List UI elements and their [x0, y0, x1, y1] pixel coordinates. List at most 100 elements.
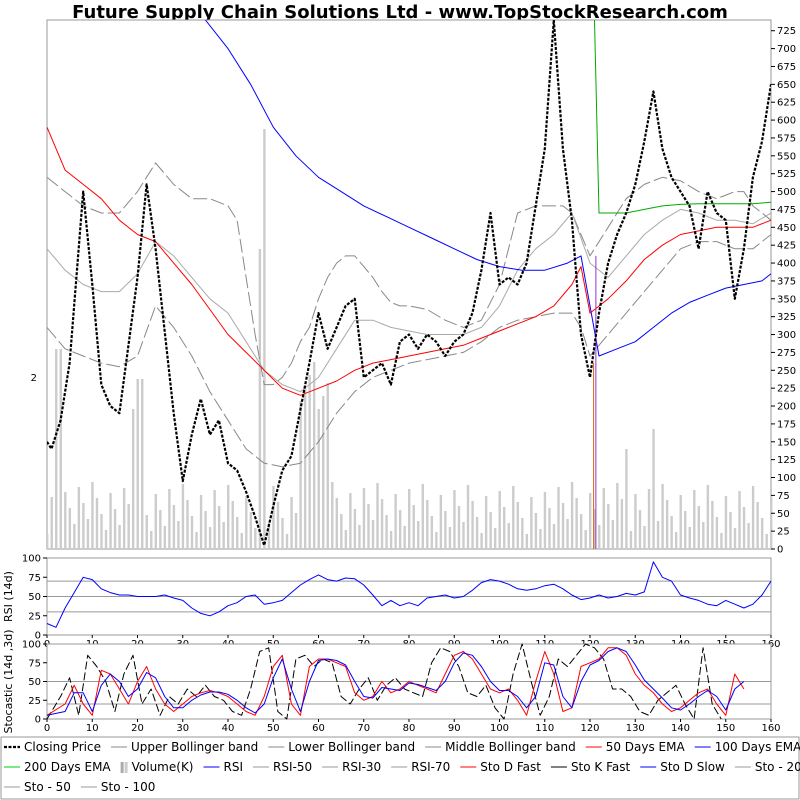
volume-bar	[389, 531, 393, 549]
price-y-tick-label: 200	[777, 402, 796, 413]
volume-bar	[697, 506, 700, 549]
legend-label: Closing Price	[24, 740, 101, 754]
volume-bar	[231, 501, 234, 549]
volume-bar	[353, 509, 357, 549]
volume-bar	[539, 529, 542, 549]
stochastic-y-tick-label: 75	[28, 658, 41, 669]
volume-bar	[312, 362, 316, 549]
volume-bar	[340, 514, 343, 549]
x-tick-label: 40	[222, 723, 235, 734]
volume-bar	[661, 484, 664, 549]
volume-bar	[412, 505, 415, 549]
volume-bar	[552, 524, 556, 549]
price-y-tick-label: 25	[777, 527, 790, 538]
stochastic-y-tick-label: 100	[22, 640, 41, 651]
volume-bar	[765, 534, 768, 549]
volume-bar	[770, 497, 773, 549]
volume-bar	[236, 517, 239, 549]
sto-d-fast-line	[46, 647, 745, 716]
volume-bar	[177, 521, 180, 549]
volume-bar	[385, 515, 388, 549]
volume-bar	[733, 528, 737, 549]
volume-bar	[267, 523, 271, 549]
price-y-tick-label: 625	[777, 98, 796, 109]
volume-bar	[457, 506, 461, 549]
x-tick-label: 150	[716, 723, 735, 734]
legend-label: Sto K Fast	[571, 760, 631, 774]
volume-bar	[109, 493, 112, 549]
price-y-tick-label: 525	[777, 169, 796, 180]
volume-bar	[299, 401, 302, 549]
price-y-tick-label: 475	[777, 205, 796, 216]
price-y-tick-label: 375	[777, 276, 796, 287]
volume-bar	[281, 518, 284, 549]
volume-bar	[331, 482, 334, 549]
volume-bar	[122, 488, 126, 549]
volume-bar	[46, 534, 49, 549]
volume-bar	[706, 485, 710, 549]
volume-bar	[638, 510, 642, 549]
price-panel-frame	[46, 19, 772, 550]
volume-bar	[620, 499, 624, 549]
volume-bar	[317, 409, 320, 549]
volume-bar	[322, 396, 325, 549]
volume-bar	[371, 520, 375, 549]
volume-bar	[159, 510, 162, 549]
volume-bar	[376, 483, 379, 549]
volume-bar	[484, 496, 488, 549]
ema50-line	[47, 127, 771, 396]
price-y-tick-label: 0	[777, 545, 783, 556]
price-y-tick-label: 550	[777, 151, 796, 162]
volume-bar	[525, 534, 529, 549]
volume-bar	[186, 500, 189, 549]
legend: Closing Price Upper Bollinger band Lower B…	[0, 736, 800, 800]
volume-bar	[362, 488, 366, 549]
volume-bar	[154, 494, 157, 549]
x-tick-label: 70	[357, 723, 370, 734]
volume-bar	[634, 494, 637, 549]
price-y-tick-label: 100	[777, 473, 796, 484]
volume-bar	[227, 485, 230, 549]
volume-bar	[760, 518, 764, 549]
volume-bar	[136, 379, 139, 549]
volume-bar	[702, 522, 705, 549]
volume-bar	[611, 520, 615, 549]
volume-bar	[73, 524, 76, 549]
volume-bar	[738, 491, 741, 549]
volume-bar	[751, 486, 755, 549]
volume-bar	[213, 490, 216, 549]
price-y-tick-label: 275	[777, 348, 796, 359]
volume-bar	[326, 383, 329, 549]
volume-bar	[489, 512, 492, 549]
stochastic-axis-label: Stocastic (14d ,3d)	[2, 630, 15, 734]
rsi-line	[46, 561, 772, 628]
volume-bar	[480, 533, 483, 549]
volume-bar	[276, 502, 280, 549]
price-y-tick-label: 325	[777, 312, 796, 323]
volume-bar	[688, 527, 691, 549]
x-tick-label: 0	[44, 723, 50, 734]
price-y-tick-label: 250	[777, 366, 796, 377]
volume-bar	[516, 502, 519, 549]
legend-label: 100 Days EMA	[715, 740, 800, 754]
legend-frame	[0, 736, 800, 800]
volume-bar	[711, 501, 714, 549]
volume-bar	[199, 495, 203, 549]
volume-bar	[652, 429, 655, 549]
price-y-tick-label: 175	[777, 419, 796, 430]
volume-bar	[141, 379, 144, 549]
x-tick-label: 90	[448, 723, 461, 734]
volume-bar	[344, 530, 348, 549]
volume-bar	[204, 511, 207, 549]
volume-bar	[240, 533, 243, 549]
volume-bar	[439, 495, 443, 549]
volume-bar	[55, 349, 58, 549]
volume-bar	[426, 500, 429, 549]
price-y-tick-label: 700	[777, 44, 796, 55]
legend-label: 200 Days EMA	[24, 760, 111, 774]
volume-bar	[181, 484, 185, 549]
volume-bar	[59, 349, 62, 549]
legend-label: Sto - 100	[101, 780, 156, 794]
volume-bar	[417, 521, 420, 549]
